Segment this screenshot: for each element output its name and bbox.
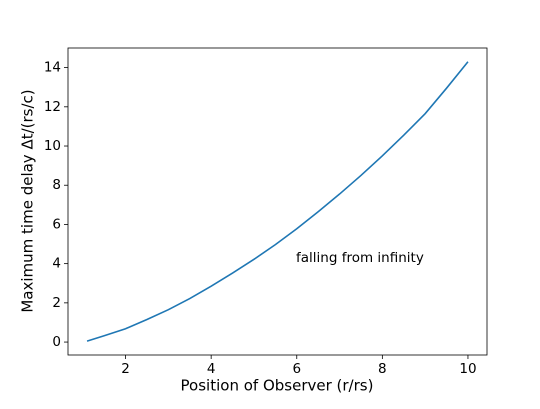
y-tick-label: 12 bbox=[44, 99, 61, 115]
x-tick-label: 10 bbox=[459, 361, 476, 377]
data-line bbox=[86, 61, 469, 342]
x-tick-label: 6 bbox=[292, 361, 301, 377]
x-axis-label: Position of Observer (r/rs) bbox=[181, 377, 374, 395]
y-tick-label: 10 bbox=[44, 138, 61, 154]
y-tick-label: 2 bbox=[52, 295, 61, 311]
y-tick-label: 8 bbox=[52, 177, 61, 193]
x-tick-label: 2 bbox=[121, 361, 130, 377]
y-tick-label: 14 bbox=[44, 60, 61, 76]
y-tick-label: 6 bbox=[52, 216, 61, 232]
plot-frame bbox=[67, 47, 488, 356]
x-tick-label: 4 bbox=[207, 361, 216, 377]
y-axis-label: Maximum time delay Δt/(rs/c) bbox=[19, 89, 37, 312]
annotation: falling from infinity bbox=[296, 250, 424, 266]
y-tick-label: 0 bbox=[52, 334, 61, 350]
x-tick-label: 8 bbox=[378, 361, 387, 377]
y-tick-label: 4 bbox=[52, 256, 61, 272]
